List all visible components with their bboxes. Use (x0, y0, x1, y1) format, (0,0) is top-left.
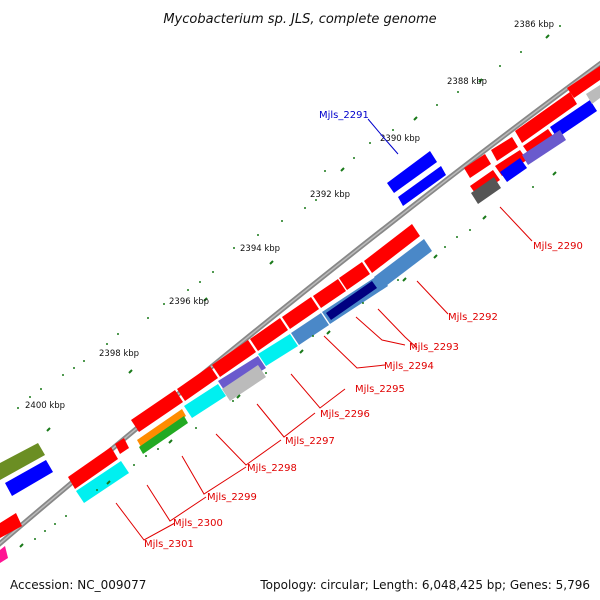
gene-cluster-inner-row[interactable] (76, 239, 432, 503)
gene-label-mjls-2297[interactable]: Mjls_2297 (285, 436, 335, 447)
gene-mjls-2291[interactable] (387, 151, 446, 206)
tick-label: 2386 kbp (514, 20, 554, 30)
gene-label-mjls-2299[interactable]: Mjls_2299 (207, 492, 257, 503)
gene-upper-right-red[interactable] (464, 66, 600, 196)
tick-label: 2394 kbp (240, 244, 280, 254)
gene-label-mjls-2296[interactable]: Mjls_2296 (320, 409, 370, 420)
tick-label: 2396 kbp (169, 297, 209, 307)
tick-label: 2398 kbp (99, 349, 139, 359)
tick-dots-outer (17, 25, 561, 409)
gene-label-mjls-2295[interactable]: Mjls_2295 (355, 384, 405, 395)
gene-label-mjls-2293[interactable]: Mjls_2293 (409, 342, 459, 353)
genome-info-text: Topology: circular; Length: 6,048,425 bp… (260, 578, 590, 592)
gene-label-mjls-2292[interactable]: Mjls_2292 (448, 312, 498, 323)
map-title: Mycobacterium sp. JLS, complete genome (163, 12, 436, 27)
gene-label-mjls-2294[interactable]: Mjls_2294 (384, 361, 434, 372)
tick-marks-inner (19, 171, 557, 548)
gene-mjls-2290[interactable] (471, 177, 501, 204)
tick-label: 2390 kbp (380, 134, 420, 144)
gene-label-mjls-2290[interactable]: Mjls_2290 (533, 241, 583, 252)
label-leaders (115, 118, 533, 541)
gene-label-mjls-2301[interactable]: Mjls_2301 (144, 539, 194, 550)
gene-left-edge[interactable] (0, 443, 53, 563)
accession-text: Accession: NC_009077 (10, 578, 147, 592)
gene-cluster-red-outer[interactable] (68, 224, 420, 489)
gene-label-mjls-2298[interactable]: Mjls_2298 (247, 463, 297, 474)
tick-dots-inner (34, 186, 534, 540)
gene-label-mjls-2300[interactable]: Mjls_2300 (173, 518, 223, 529)
tick-label: 2388 kbp (447, 77, 487, 87)
gene-label-mjls-2291[interactable]: Mjls_2291 (319, 110, 369, 121)
tick-label: 2400 kbp (25, 401, 65, 411)
tick-label: 2392 kbp (310, 190, 350, 200)
tick-marks-outer (46, 34, 550, 432)
gene-upper-right-blue[interactable] (500, 85, 600, 182)
